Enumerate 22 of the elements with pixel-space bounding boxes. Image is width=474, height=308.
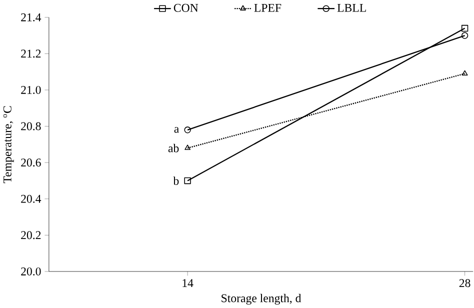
- y-tick-label: 20.0: [21, 267, 41, 276]
- y-tick-label: 20.4: [21, 194, 42, 203]
- legend-label: LBLL: [337, 4, 366, 12]
- y-axis-title: Temperature, $^{o}$C: [3, 106, 14, 184]
- y-tick-label: 20.8: [21, 122, 41, 130]
- y-tick-label: 20.6: [21, 158, 41, 167]
- x-tick-label: 28: [459, 279, 470, 288]
- point: [461, 32, 468, 39]
- point: [184, 126, 191, 134]
- y-tick-label: 21.0: [21, 86, 41, 94]
- annotation: ab: [168, 144, 179, 152]
- legend-label: CON: [174, 4, 198, 12]
- y-tick-label: 21.2: [21, 50, 41, 58]
- point: [461, 24, 468, 32]
- legend-label: LPEF: [254, 4, 282, 12]
- x-axis-title: Storage length, d: [222, 294, 302, 305]
- y-tick-label: 21.4: [21, 13, 42, 22]
- annotation: b: [173, 176, 179, 185]
- annotation: a: [174, 127, 179, 133]
- x-tick-label: 14: [182, 279, 194, 287]
- y-tick-label: 20.2: [21, 231, 41, 240]
- point: [184, 177, 191, 184]
